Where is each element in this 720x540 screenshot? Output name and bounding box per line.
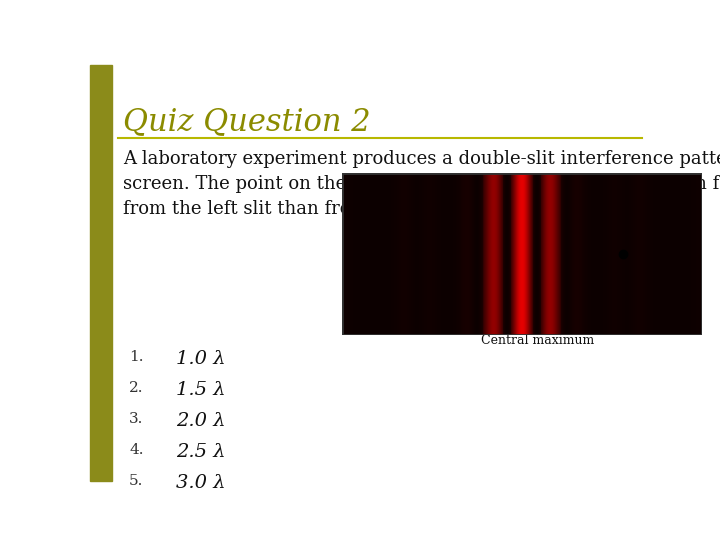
- Text: Quiz Question 2: Quiz Question 2: [124, 106, 371, 137]
- Text: Central maximum: Central maximum: [481, 334, 594, 347]
- Text: 3.: 3.: [129, 412, 143, 426]
- Text: 1.: 1.: [129, 349, 143, 363]
- Text: 5.: 5.: [129, 474, 143, 488]
- Text: 1.5 λ: 1.5 λ: [176, 381, 226, 399]
- Text: 3.0 λ: 3.0 λ: [176, 474, 226, 492]
- Text: 2.: 2.: [129, 381, 143, 395]
- Bar: [90, 65, 112, 481]
- Text: 1.0 λ: 1.0 λ: [176, 349, 226, 368]
- Text: 2.5 λ: 2.5 λ: [176, 443, 226, 461]
- Text: 4.: 4.: [129, 443, 143, 457]
- Text: 2.0 λ: 2.0 λ: [176, 412, 226, 430]
- Text: A laboratory experiment produces a double-slit interference pattern on a
screen.: A laboratory experiment produces a doubl…: [124, 150, 720, 218]
